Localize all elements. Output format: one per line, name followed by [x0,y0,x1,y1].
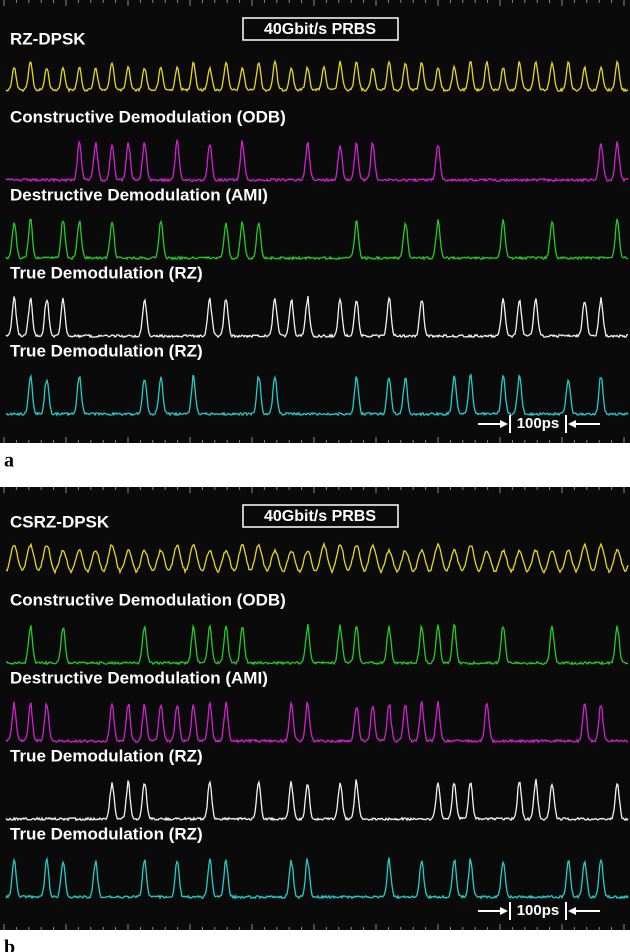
trace-title: Destructive Demodulation (AMI) [10,185,268,204]
panel-background [0,487,630,930]
trace-title: CSRZ-DPSK [10,512,110,531]
trace-title: True Demodulation (RZ) [10,746,203,765]
trace-title: Constructive Demodulation (ODB) [10,590,286,609]
panel: 40Gbit/s PRBS CSRZ-DPSK Constructive Demod… [0,487,630,952]
panel-label: a [4,450,14,472]
trace-title: RZ-DPSK [10,29,86,48]
panel-background [0,0,630,443]
header: 40Gbit/s PRBS [264,21,376,38]
panel: 40Gbit/s PRBS RZ-DPSK Constructive Demodul… [0,0,630,472]
panel-label: b [4,937,15,952]
figure: 40Gbit/s PRBS RZ-DPSK Constructive Demodul… [0,0,630,952]
header: 40Gbit/s PRBS [264,508,376,525]
trace-title: True Demodulation (RZ) [10,341,203,360]
scale-label: 100ps [517,415,560,432]
trace-title: True Demodulation (RZ) [10,824,203,843]
trace-title: Destructive Demodulation (AMI) [10,668,268,687]
trace-title: Constructive Demodulation (ODB) [10,107,286,126]
scale-label: 100ps [517,902,560,919]
trace-title: True Demodulation (RZ) [10,263,203,282]
page: {"panels": [ {"label": "a", "header": "4… [0,0,630,952]
